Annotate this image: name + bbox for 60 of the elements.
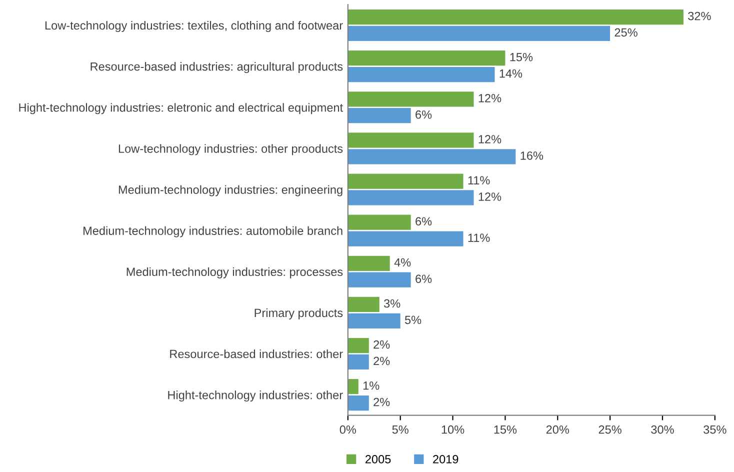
data-label: 6% [416,217,432,226]
bar [348,313,400,328]
y-tick-label: Hight-technology industries: eletronic and electrical equipment [19,103,343,114]
bar [348,149,516,164]
x-tick-label: 5% [392,425,408,434]
y-tick-label: Low-technology industries: other prooducts [118,144,343,156]
data-label: 6% [416,274,432,284]
x-tick-label: 30% [651,425,674,434]
bar [348,132,474,148]
x-tick-label: 35% [704,425,726,434]
data-label: 3% [384,299,400,308]
data-label: 6% [416,110,432,119]
data-label: 2% [374,398,390,406]
bar [348,50,506,66]
bar [348,272,411,288]
x-tick-label: 10% [442,425,464,434]
bar [348,296,380,312]
bar [348,190,474,206]
bar [348,395,369,411]
y-tick-label: Medium-technology industries: processes [126,267,343,278]
y-tick-label: Medium-technology industries: automobile branch [84,226,342,238]
bar [348,214,411,230]
x-tick-label: 0% [340,425,356,434]
x-tick-label: 25% [598,425,622,434]
data-label: 2% [374,340,390,349]
bar [348,66,495,82]
bar [348,231,464,246]
data-label: 2% [374,356,390,366]
y-tick-label: Hight-technology industries: other [168,390,343,402]
data-label: 1% [363,381,380,390]
legend-label: 2005 [365,455,391,464]
legend-label: 2019 [433,455,458,464]
data-label: 12% [478,94,502,102]
x-tick-label: 20% [546,425,570,434]
data-label: 32% [688,12,711,20]
bar [348,92,474,107]
y-tick-label: Low-technology industries: textiles, clothing and footwear [45,20,343,32]
data-label: 4% [394,258,411,267]
data-label: 5% [404,316,422,324]
data-label: 11% [468,234,490,242]
data-label: 12% [478,192,502,201]
data-label: 25% [614,28,638,37]
data-label: 12% [478,135,502,144]
data-label: 16% [520,151,544,160]
bar [348,379,358,394]
y-tick-label: Resource-based industries: agricultural products [90,62,343,74]
bar [348,174,464,189]
y-tick-label: Medium-technology industries: engineering [118,185,342,196]
data-label: 11% [468,176,490,184]
bar [348,338,369,354]
y-tick-label: Resource-based industries: other [170,349,343,358]
y-tick-label: Primary products [254,308,343,320]
x-tick-label: 15% [494,425,517,434]
bar [348,9,684,25]
data-label: 15% [510,52,533,62]
bar [348,354,369,370]
data-label: 14% [500,69,522,78]
bar [348,108,411,124]
bar [348,256,390,271]
bar [348,26,610,42]
